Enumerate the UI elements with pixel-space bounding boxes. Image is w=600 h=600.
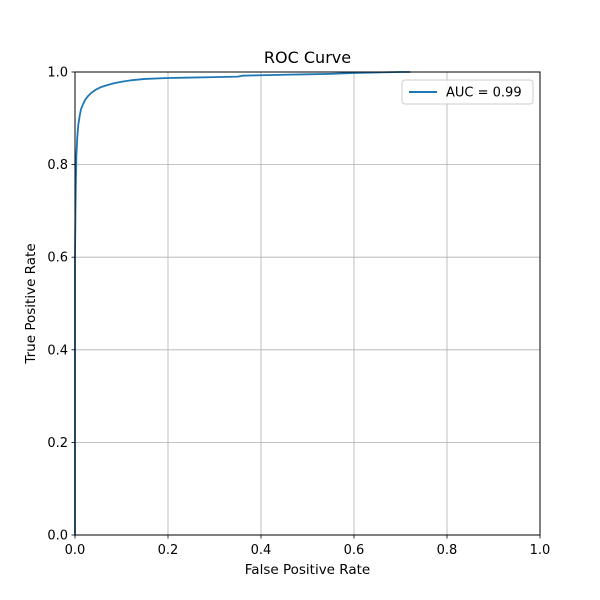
grid-lines	[74, 71, 541, 536]
legend: AUC = 0.99	[401, 79, 534, 105]
legend-label: AUC = 0.99	[446, 86, 522, 101]
x-axis-ticks: 0.0 0.2 0.4 0.6 0.8 1.0	[65, 535, 551, 558]
x-tick-label: 0.4	[251, 543, 272, 558]
y-tick-label: 0.8	[47, 158, 68, 173]
plot-series	[74, 71, 411, 536]
y-axis-ticks: 0.0 0.2 0.4 0.6 0.8 1.0	[47, 66, 75, 544]
y-axis-label: True Positive Rate	[23, 243, 39, 364]
x-tick-label: 0.0	[65, 543, 86, 558]
roc-curve-line	[74, 71, 411, 536]
x-axis-label: False Positive Rate	[245, 562, 370, 578]
y-tick-label: 0.4	[47, 343, 68, 358]
y-tick-label: 0.2	[47, 436, 68, 451]
x-tick-label: 0.8	[437, 543, 458, 558]
axes-frame	[74, 71, 541, 536]
x-tick-label: 1.0	[530, 543, 551, 558]
y-tick-label: 1.0	[47, 66, 68, 81]
legend-box	[401, 79, 534, 105]
y-tick-label: 0.0	[47, 529, 68, 544]
x-tick-label: 0.6	[344, 543, 365, 558]
y-tick-label: 0.6	[47, 251, 68, 266]
chart-title: ROC Curve	[264, 48, 351, 67]
x-tick-label: 0.2	[158, 543, 179, 558]
